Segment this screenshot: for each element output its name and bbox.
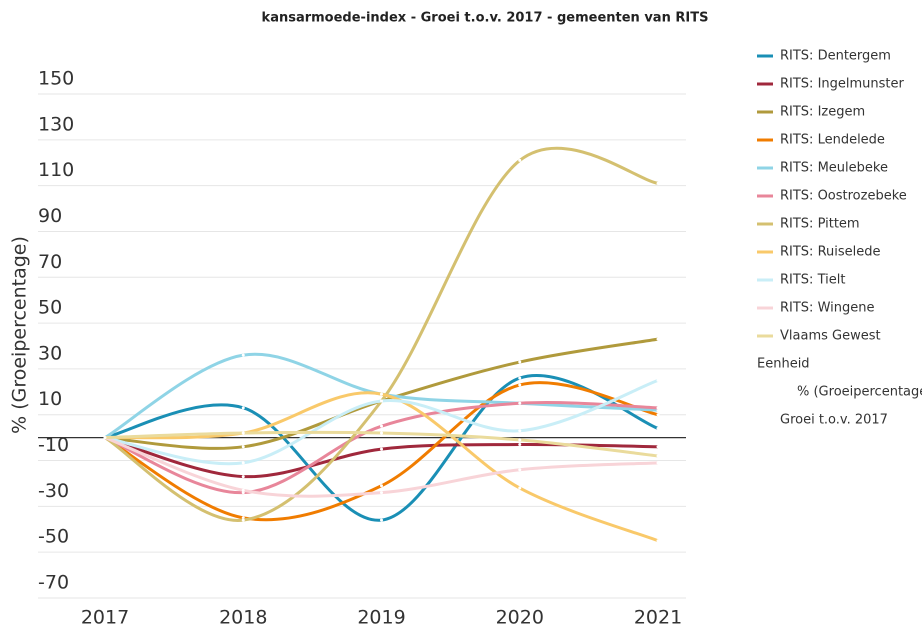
- legend-label: RITS: Oostrozebeke: [780, 189, 907, 204]
- legend-note: Eenheid: [757, 357, 810, 372]
- legend-label: RITS: Tielt: [780, 273, 845, 288]
- legend-note: % (Groeipercentage): [797, 385, 922, 400]
- x-tick-label: 2018: [219, 607, 267, 629]
- y-tick-label: 50: [38, 297, 62, 319]
- point-dot: [656, 454, 660, 458]
- point-dot: [656, 408, 660, 412]
- point-dot: [518, 158, 522, 162]
- point-dot: [241, 518, 245, 522]
- point-dot: [380, 399, 383, 403]
- point-dot: [241, 461, 245, 465]
- point-dot: [518, 468, 522, 472]
- series-line: [104, 436, 659, 479]
- y-tick-label: -10: [38, 434, 69, 456]
- point-dot: [518, 401, 522, 405]
- point-dot: [103, 436, 107, 440]
- legend-label: RITS: Izegem: [780, 105, 865, 120]
- y-tick-label: -70: [38, 572, 69, 594]
- y-axis-label: % (Groeipercentage): [9, 236, 31, 434]
- y-tick-label: 110: [38, 159, 74, 181]
- legend-label: RITS: Dentergem: [780, 49, 891, 64]
- legend-label: RITS: Ruiselede: [780, 245, 881, 260]
- point-dot: [380, 392, 383, 396]
- point-dot: [241, 445, 245, 449]
- point-dot: [656, 461, 660, 465]
- point-dot: [656, 426, 660, 430]
- x-tick-label: 2019: [357, 607, 405, 629]
- point-dot: [656, 181, 660, 185]
- x-tick-label: 2020: [496, 607, 544, 629]
- point-dot: [656, 445, 660, 449]
- point-dot: [380, 431, 383, 435]
- point-dot: [518, 383, 522, 387]
- legend-label: RITS: Pittem: [780, 217, 860, 232]
- point-dot: [656, 539, 660, 543]
- point-dot: [518, 438, 522, 442]
- point-dot: [656, 337, 660, 341]
- point-dot: [656, 378, 660, 382]
- x-tick-label: 2017: [81, 607, 129, 629]
- point-dot: [518, 360, 522, 364]
- point-dot: [656, 406, 660, 410]
- y-tick-label: 70: [38, 251, 62, 273]
- point-dot: [241, 353, 245, 357]
- point-dot: [241, 431, 245, 435]
- legend-label: RITS: Wingene: [780, 301, 874, 316]
- legend-label: RITS: Lendelede: [780, 133, 885, 148]
- point-dot: [518, 429, 522, 433]
- y-tick-label: 90: [38, 205, 62, 227]
- point-dot: [518, 443, 522, 447]
- point-dot: [518, 486, 522, 490]
- y-tick-label: 30: [38, 342, 62, 364]
- y-tick-label: 150: [38, 68, 74, 90]
- point-dot: [241, 406, 245, 410]
- point-dot: [380, 447, 383, 451]
- point-dot: [380, 424, 383, 428]
- y-tick-label: 130: [38, 113, 74, 135]
- y-tick-label: 10: [38, 388, 62, 410]
- legend-label: RITS: Ingelmunster: [780, 77, 905, 92]
- point-dot: [518, 376, 522, 380]
- legend-note: Groei t.o.v. 2017: [780, 413, 888, 428]
- legend-label: RITS: Meulebeke: [780, 161, 888, 176]
- point-dot: [656, 413, 660, 417]
- legend-label: Vlaams Gewest: [780, 329, 881, 344]
- y-tick-label: -30: [38, 480, 69, 502]
- point-dot: [241, 475, 245, 479]
- x-tick-label: 2021: [634, 607, 682, 629]
- point-dot: [380, 484, 383, 488]
- point-dot: [380, 491, 383, 495]
- point-dot: [241, 488, 245, 492]
- chart-title: kansarmoede-index - Groei t.o.v. 2017 - …: [262, 11, 709, 26]
- y-tick-label: -50: [38, 526, 69, 548]
- point-dot: [380, 518, 383, 522]
